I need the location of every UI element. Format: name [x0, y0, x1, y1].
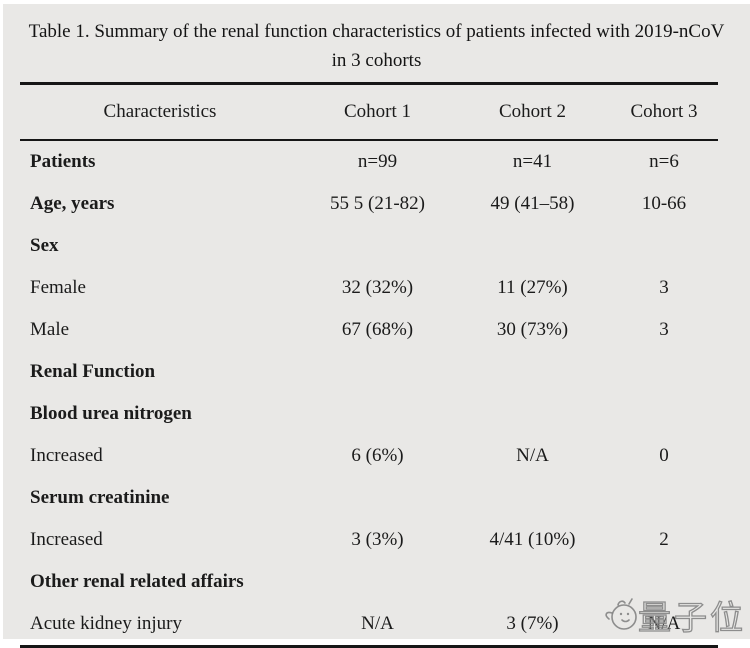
table-row: Renal Function [20, 351, 718, 393]
row-label: Renal Function [30, 361, 156, 382]
row-value: 2 [659, 529, 669, 550]
table-header-row: Characteristics Cohort 1 Cohort 2 Cohort… [20, 83, 718, 141]
row-value: 10-66 [641, 193, 687, 214]
row-label: Patients [30, 151, 96, 172]
column-header-characteristics: Characteristics [20, 83, 300, 141]
watermark-text: 量子位 [637, 600, 746, 637]
table-row: Serum creatinine [20, 477, 718, 519]
table-title: Table 1. Summary of the renal function c… [3, 4, 750, 75]
column-header-cohort1: Cohort 1 [300, 83, 455, 141]
row-value: 32 (32%) [341, 277, 414, 298]
row-value: 6 (6%) [351, 445, 404, 466]
row-value [455, 561, 610, 603]
row-value: N/A [361, 613, 394, 634]
row-value [610, 477, 718, 519]
row-value [610, 351, 718, 393]
row-value: N/A [647, 613, 681, 634]
table-body: Patients n=99 n=41 n=6 Age, years 55 5 (21-82… [20, 140, 718, 647]
row-value [300, 225, 455, 267]
table-container: Characteristics Cohort 1 Cohort 2 Cohort… [20, 82, 718, 648]
table-row: Sex [20, 225, 718, 267]
row-value: 4/41 (10%) [489, 529, 576, 550]
row-value: 67 (68%) [341, 319, 414, 340]
row-value [300, 351, 455, 393]
row-value: N/A [516, 445, 549, 466]
row-label: Sex [30, 235, 59, 256]
table-row: Male 67 (68%) 30 (73%) 3 [20, 309, 718, 351]
qbitai-mascot-icon [605, 598, 637, 630]
row-value: 3 [659, 319, 669, 340]
row-value: 3 (3%) [351, 529, 404, 550]
row-label: Other renal related affairs [30, 571, 244, 592]
row-value [455, 225, 610, 267]
table-row: Age, years 55 5 (21-82) 49 (41–58) 10-66 [20, 183, 718, 225]
column-header-cohort2: Cohort 2 [455, 83, 610, 141]
row-value [610, 225, 718, 267]
row-value: 49 (41–58) [490, 193, 575, 214]
row-label: Serum creatinine [30, 487, 170, 508]
row-label: Age, years [30, 193, 115, 214]
row-value: 55 5 (21-82) [330, 193, 425, 214]
table-row: Acute kidney injury N/A 3 (7%) N/A [20, 603, 718, 647]
document-page: Table 1. Summary of the renal function c… [3, 4, 750, 648]
row-value: 11 (27%) [497, 277, 568, 298]
table-row: Patients n=99 n=41 n=6 [20, 140, 718, 183]
watermark: 量子位 [602, 593, 750, 638]
row-value: n=41 [512, 151, 553, 172]
row-label: Blood urea nitrogen [30, 403, 192, 424]
row-value [455, 351, 610, 393]
column-header-cohort3: Cohort 3 [610, 83, 718, 141]
row-value: 30 (73%) [496, 319, 569, 340]
row-label: Acute kidney injury [30, 613, 182, 634]
row-value: n=99 [357, 151, 398, 172]
table-row: Increased 6 (6%) N/A 0 [20, 435, 718, 477]
row-value: 0 [659, 445, 669, 466]
row-label: Female [30, 277, 86, 298]
row-label: Increased [30, 445, 103, 466]
table-row: Female 32 (32%) 11 (27%) 3 [20, 267, 718, 309]
row-value: 3 [659, 277, 669, 298]
table-title-line2: in 3 cohorts [331, 50, 422, 71]
table-row: Increased 3 (3%) 4/41 (10%) 2 [20, 519, 718, 561]
table-row: Other renal related affairs [20, 561, 718, 603]
table-row: Blood urea nitrogen [20, 393, 718, 435]
row-value [455, 477, 610, 519]
row-value [300, 393, 455, 435]
row-value [300, 477, 455, 519]
table-title-line1: Table 1. Summary of the renal function c… [28, 21, 725, 42]
row-value: 3 (7%) [506, 613, 559, 634]
row-label: Increased [30, 529, 103, 550]
row-value [455, 393, 610, 435]
row-value: n=6 [649, 151, 679, 172]
row-value [300, 561, 455, 603]
row-value [610, 393, 718, 435]
row-label: Male [30, 319, 70, 340]
renal-characteristics-table: Characteristics Cohort 1 Cohort 2 Cohort… [20, 82, 718, 648]
